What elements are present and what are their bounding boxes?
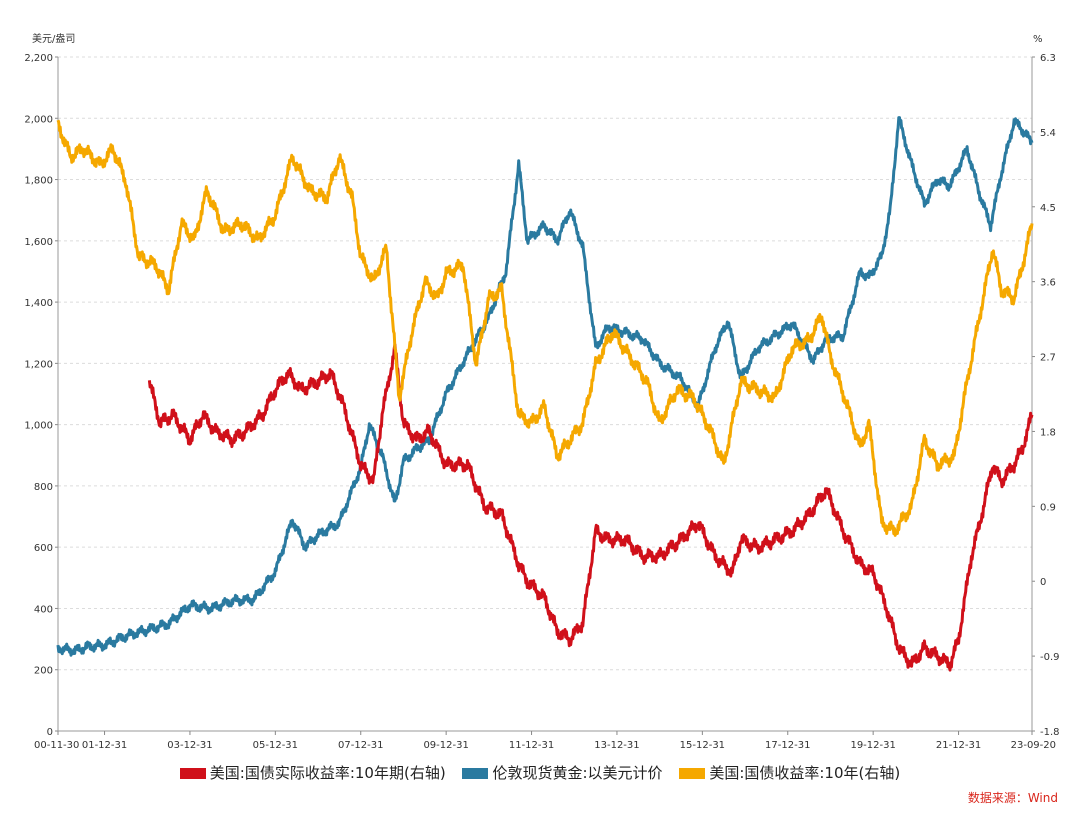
y-right-tick-label: 0.9 [1040, 502, 1056, 513]
y-right-tick-label: 1.8 [1040, 427, 1056, 438]
legend-swatch-gold [462, 768, 489, 779]
x-tick-label: 11-12-31 [509, 740, 554, 751]
y-left-tick-label: 1,800 [24, 176, 53, 187]
x-tick-label: 07-12-31 [338, 740, 383, 751]
chart-svg: 0 200 400 600 800 1,000 1,200 1,400 1,600 1,800 2,… [24, 32, 1059, 751]
x-tick-label: 03-12-31 [167, 740, 212, 751]
gridlines [58, 56, 1032, 671]
y-right-tick-label: 3.6 [1040, 278, 1056, 289]
y-right-tick-label: 0 [1040, 577, 1046, 588]
legend-item-gold[interactable]: 伦敦现货黄金:以美元计价 [462, 762, 663, 783]
x-tick-label: 00-11-30 [34, 740, 79, 751]
x-tick-label: 21-12-31 [936, 740, 981, 751]
y-left-tick-label: 2,000 [24, 114, 53, 125]
y-right-tick-label: 4.5 [1040, 203, 1056, 214]
series-line-1 [147, 343, 1034, 672]
y-right-tick-label: 6.3 [1040, 53, 1056, 64]
y-left-tick-label: 1,200 [24, 359, 53, 370]
x-tick-label: 23-09-20 [1011, 740, 1056, 751]
y-left-tick-label: 0 [47, 727, 53, 738]
legend-label-nominal-yield: 美国:国债收益率:10年(右轴) [709, 764, 901, 782]
x-tick-label: 09-12-31 [423, 740, 468, 751]
axes: 0 200 400 600 800 1,000 1,200 1,400 1,600 1,800 2,… [24, 53, 1059, 751]
y-right-tick-label: -0.9 [1040, 652, 1060, 663]
x-tick-label: 15-12-31 [680, 740, 725, 751]
series-layer [56, 116, 1034, 672]
x-tick-label: 19-12-31 [850, 740, 895, 751]
y-right-tick-label: -1.8 [1040, 727, 1060, 738]
y-left-tick-label: 400 [34, 604, 53, 615]
y-left-tick-label: 1,400 [24, 298, 53, 309]
legend-swatch-real-yield [179, 768, 206, 779]
x-tick-label: 01-12-31 [82, 740, 127, 751]
y-left-unit: 美元/盎司 [32, 32, 75, 45]
y-left-tick-label: 1,000 [24, 421, 53, 432]
source-note: 数据来源：Wind [967, 791, 1058, 805]
y-left-tick-label: 600 [34, 543, 53, 554]
y-left-tick-label: 200 [34, 666, 53, 677]
y-left-tick-label: 1,600 [24, 237, 53, 248]
series-line-0 [56, 116, 1034, 657]
legend-swatch-nominal-yield [679, 768, 706, 779]
series-line-2 [56, 119, 1034, 537]
y-right-tick-label: 2.7 [1040, 353, 1056, 364]
x-tick-label: 13-12-31 [594, 740, 639, 751]
y-left-tick-label: 800 [34, 482, 53, 493]
legend-label-gold: 伦敦现货黄金:以美元计价 [492, 764, 663, 782]
x-tick-label: 17-12-31 [765, 740, 810, 751]
legend-item-nominal-yield[interactable]: 美国:国债收益率:10年(右轴) [679, 762, 900, 783]
y-right-tick-label: 5.4 [1040, 128, 1056, 139]
x-tick-label: 05-12-31 [253, 740, 298, 751]
legend-label-real-yield: 美国:国债实际收益率:10年期(右轴) [209, 764, 446, 782]
y-left-tick-label: 2,200 [24, 53, 53, 64]
legend-item-real-yield[interactable]: 美国:国债实际收益率:10年期(右轴) [179, 762, 446, 783]
legend: 美国:国债实际收益率:10年期(右轴) 伦敦现货黄金:以美元计价 美国:国债收益… [0, 762, 1080, 783]
y-right-unit: % [1033, 34, 1043, 45]
